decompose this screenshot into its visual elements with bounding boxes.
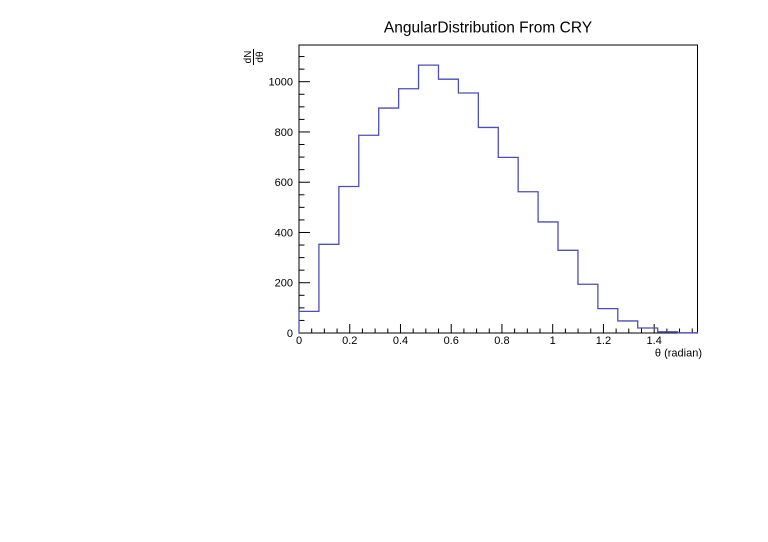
x-tick-label: 1.2 — [596, 335, 611, 347]
x-tick-label: 0 — [296, 335, 302, 347]
x-tick-label: 0.6 — [444, 335, 459, 347]
x-tick-label: 1.4 — [647, 335, 662, 347]
y-axis-denominator: dθ — [255, 51, 266, 63]
plot-frame — [298, 44, 698, 334]
x-tick-label: 1 — [550, 335, 556, 347]
y-tick-label: 600 — [275, 177, 293, 189]
y-tick-label: 1000 — [269, 76, 293, 88]
y-tick-label: 200 — [275, 278, 293, 290]
y-axis-ticks — [299, 56, 310, 334]
x-tick-label: 0.2 — [342, 335, 357, 347]
x-axis-ticks — [298, 324, 693, 333]
y-axis-tick-labels: 0 200 400 600 800 1000 — [269, 76, 293, 339]
y-tick-label: 800 — [275, 127, 293, 139]
x-tick-label: 0.8 — [494, 335, 509, 347]
chart-title: AngularDistribution From CRY — [384, 20, 592, 37]
x-axis-title: θ (radian) — [655, 348, 702, 360]
y-axis-title-fraction: dN dθ — [243, 49, 266, 65]
histogram-line — [298, 64, 699, 334]
y-tick-label: 0 — [287, 328, 293, 340]
x-axis-tick-labels: 0 0.2 0.4 0.6 0.8 1 1.2 1.4 — [296, 335, 662, 347]
y-tick-label: 400 — [275, 227, 293, 239]
y-axis-numerator: dN — [243, 51, 254, 64]
x-tick-label: 0.4 — [393, 335, 408, 347]
